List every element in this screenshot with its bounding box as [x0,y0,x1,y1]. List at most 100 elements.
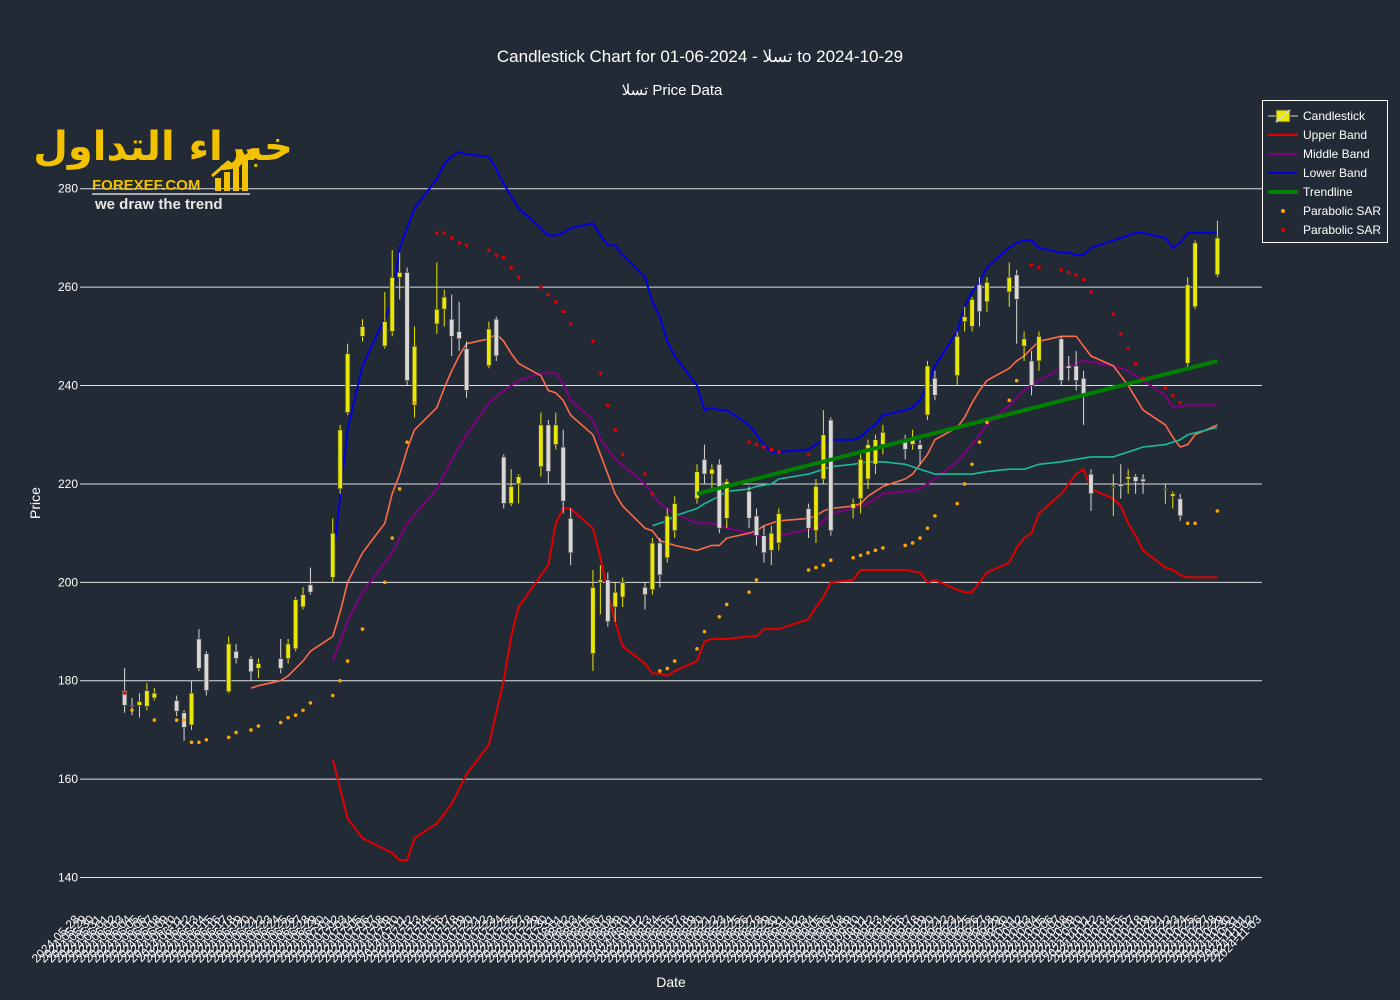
candle-body [553,424,559,445]
candle-body [1118,483,1124,487]
candle-increasing [590,570,596,671]
y-tick-label: 200 [58,575,78,589]
candle-body [850,503,856,509]
candle-decreasing [545,419,552,484]
candle-increasing [151,688,158,701]
candle-body [984,281,990,303]
candle-increasing [359,319,366,342]
sar-up-point [397,487,402,491]
candle-increasing [255,658,262,679]
candle-increasing [1214,220,1221,278]
candle-body [768,532,775,551]
candle-body [330,532,336,578]
candle-body [411,345,418,406]
candle-body [1162,488,1169,491]
candle-body [694,471,700,500]
candle-decreasing [567,508,574,566]
sar-up-point [933,514,937,518]
sar-up-point [665,666,670,671]
candle-increasing [337,424,343,494]
candle-decreasing [976,277,983,327]
sar-down-point [1126,346,1130,351]
candle-body [872,439,879,465]
sar-down-point [1141,376,1145,380]
candle-body [805,508,812,529]
candle-body [969,299,975,327]
sar-up-point [286,715,290,720]
sar-up-point [130,708,134,713]
sar-down-point [1163,386,1168,390]
candle-increasing [330,518,336,583]
candle-increasing [1192,240,1198,310]
candle-increasing [508,469,514,507]
candle-increasing [597,565,604,615]
sar-up-point [278,720,283,725]
candle-body [813,485,819,532]
candle-decreasing [657,538,663,588]
candle-body [761,535,767,554]
sar-down-point [762,445,766,449]
candle-increasing [954,331,960,386]
candle-increasing [553,412,559,450]
candle-increasing [144,683,150,711]
candle-body [225,643,232,692]
sar-up-point [256,724,261,728]
sar-down-point [1037,265,1041,270]
candle-body [1073,365,1079,382]
candle-decreasing [233,643,239,664]
candle-body [1088,473,1094,495]
candle-increasing [820,410,827,484]
sar-down-point [546,292,551,297]
candle-body [932,377,938,396]
sar-down-point [435,231,439,235]
sar-down-point [613,428,618,432]
sar-up-point [1185,521,1190,526]
candle-decreasing [1118,464,1124,499]
candle-body [173,700,180,712]
candle-body [463,348,470,391]
sar-up-point [360,627,365,631]
candle-body [292,599,299,650]
candle-body [121,690,128,706]
sar-down-point [501,255,506,260]
candle-increasing [664,508,670,563]
candle-decreasing [1013,269,1020,344]
sar-up-point [814,565,818,570]
sar-down-point [776,450,781,454]
y-axis-label: Price [27,487,43,519]
candle-body [515,476,522,485]
sar-up-point [226,735,231,740]
sar-up-point [821,563,826,567]
candle-body [619,581,626,598]
candle-decreasing [753,508,760,546]
legend-label: Upper Band [1303,128,1367,142]
candle-body [709,468,715,475]
sar-up-point [174,718,179,722]
sar-up-point [873,548,878,553]
candle-increasing [672,496,678,539]
sar-up-point [293,713,298,717]
candle-increasing [865,439,871,489]
candle-body [1058,338,1064,382]
sar-down-point [1089,290,1093,294]
candle-decreasing [173,695,180,717]
sar-up-point [858,553,863,558]
sar-up-point [866,551,870,555]
logo-bars-icon [211,148,254,191]
candle-decreasing [828,417,834,536]
candle-decreasing [404,267,410,386]
candle-body [255,663,262,669]
candle-increasing [382,292,388,349]
sar-down-point [494,253,499,257]
sar-up-point [672,659,677,663]
candle-body [493,318,500,357]
candle-decreasing [121,667,128,713]
sar-down-point [553,300,558,304]
legend-box [1262,100,1388,243]
candle-body [776,513,782,544]
candle-body [701,458,708,475]
candle-body [448,318,455,337]
candle-increasing [538,412,544,477]
sar-down-point [122,691,127,695]
